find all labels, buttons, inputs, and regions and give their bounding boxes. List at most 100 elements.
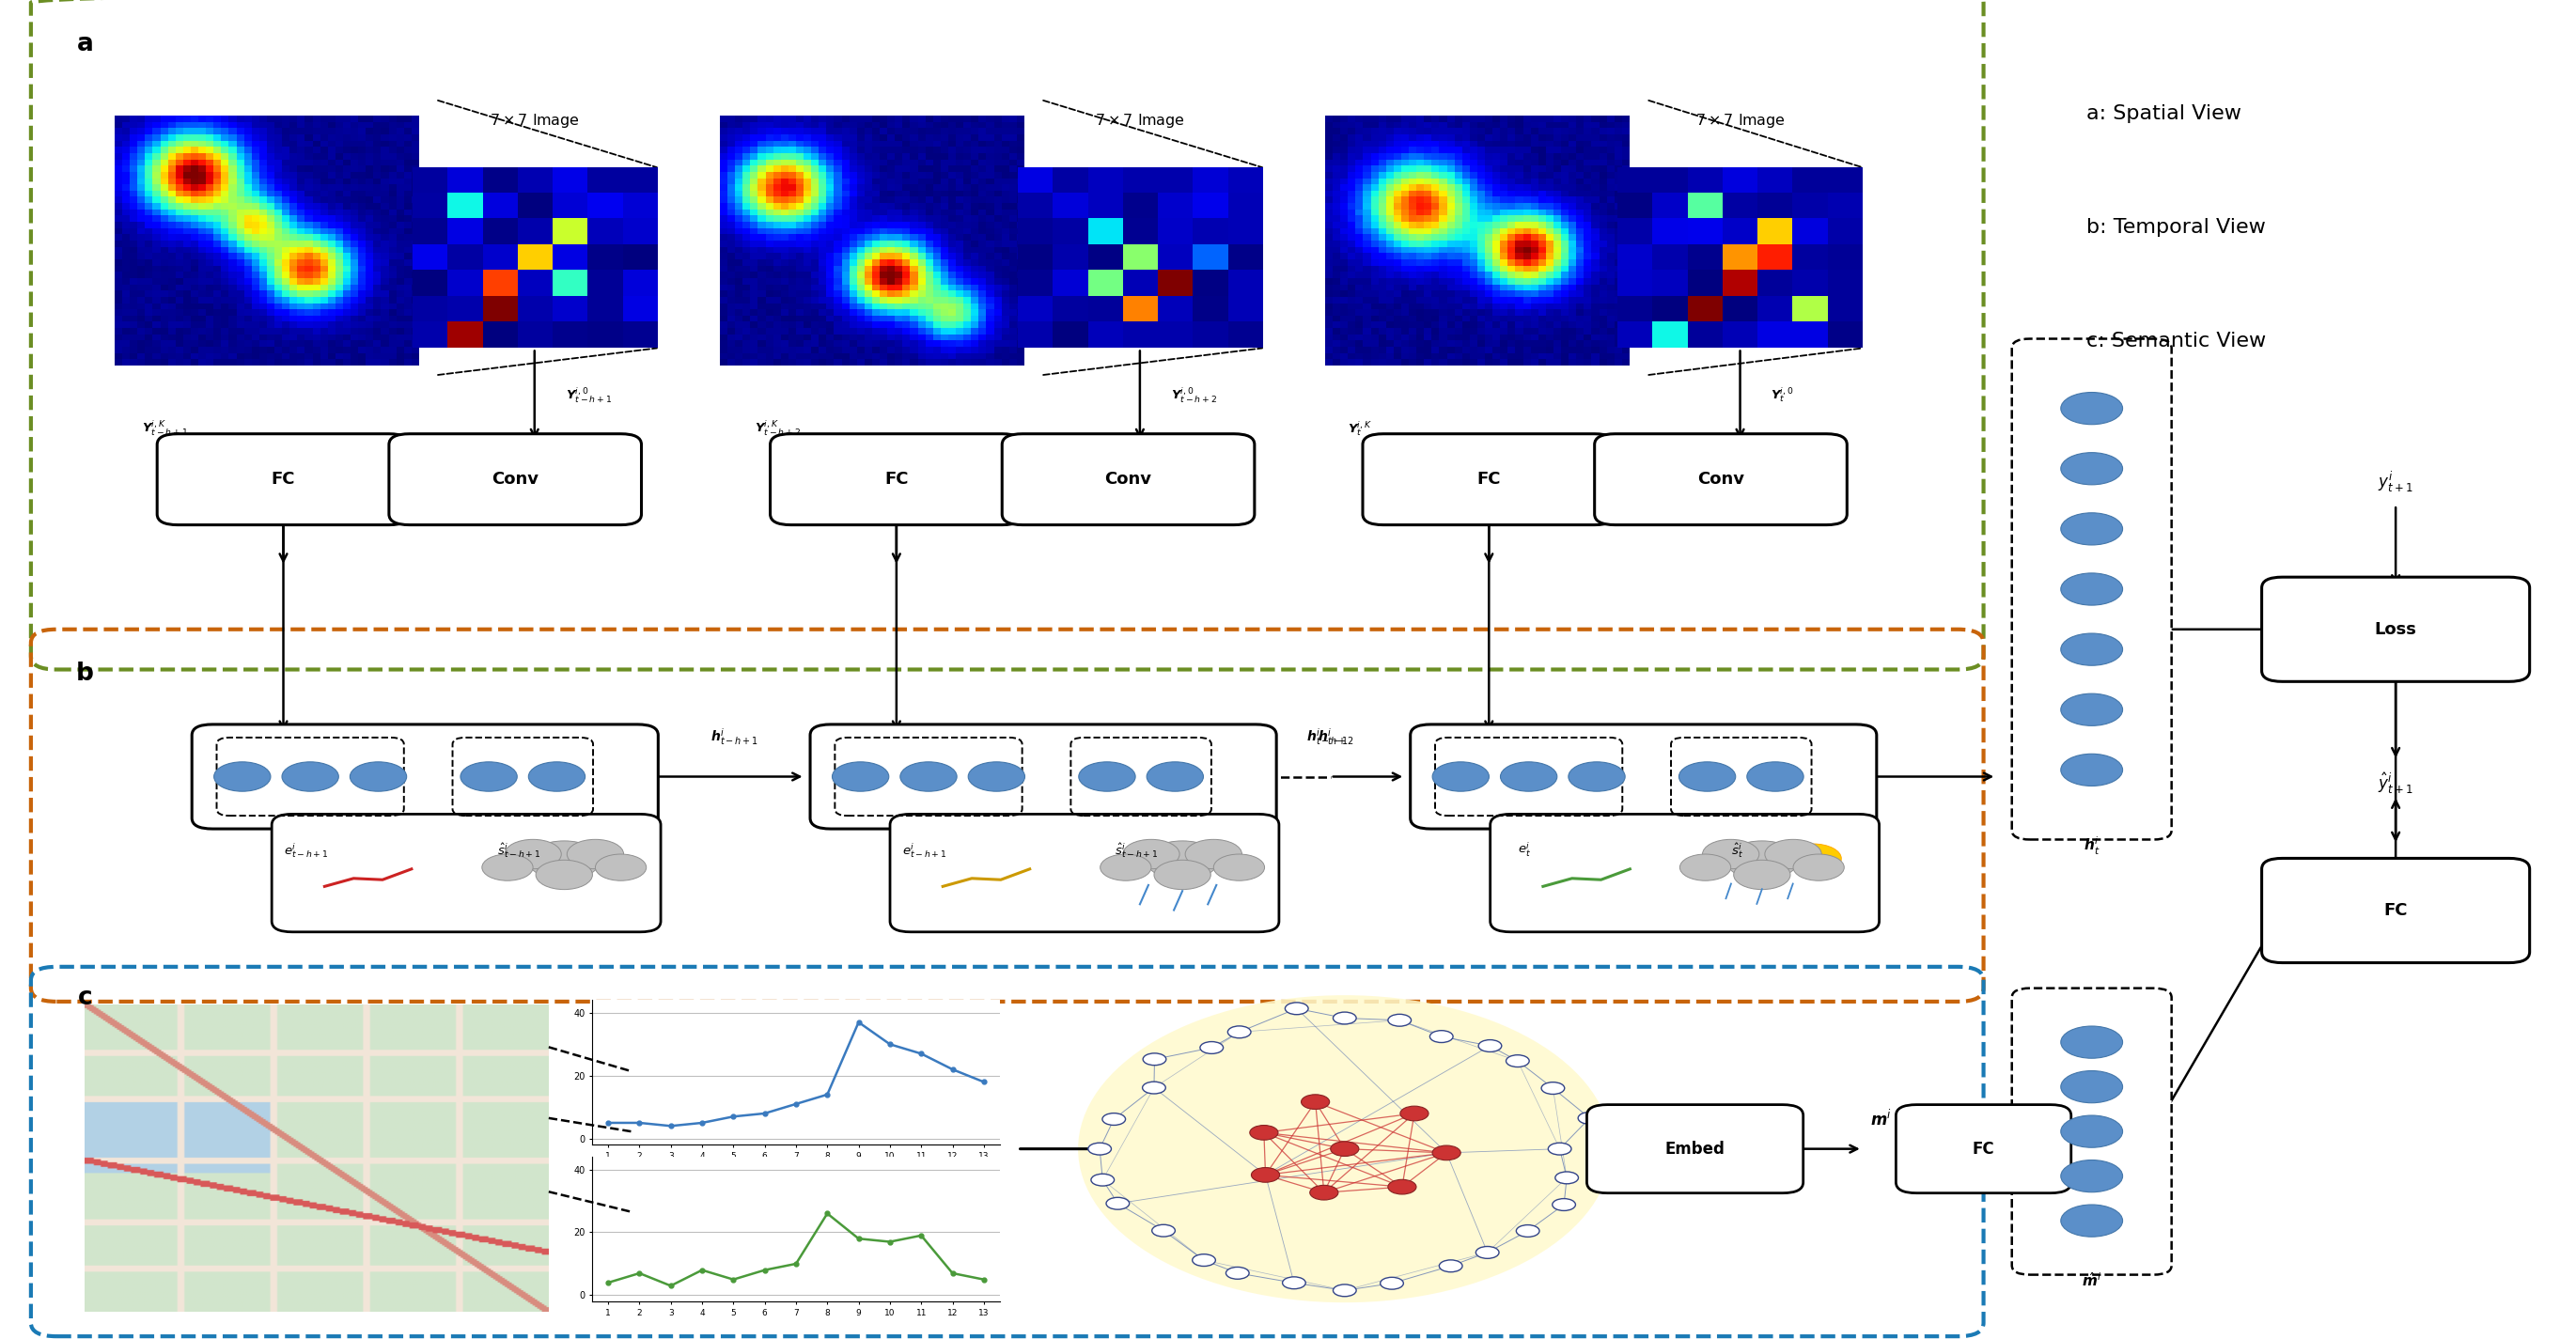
- FancyBboxPatch shape: [389, 434, 641, 525]
- Text: FC: FC: [1973, 1141, 1994, 1157]
- Circle shape: [1334, 1012, 1355, 1024]
- FancyBboxPatch shape: [809, 724, 1278, 829]
- FancyBboxPatch shape: [2262, 858, 2530, 963]
- Circle shape: [1499, 762, 1556, 791]
- Text: $7 \times 7$ Image: $7 \times 7$ Image: [489, 111, 580, 130]
- Text: $\boldsymbol{Y}^{i,0}_{t-h+1}$: $\boldsymbol{Y}^{i,0}_{t-h+1}$: [567, 386, 611, 404]
- Circle shape: [461, 762, 518, 791]
- Circle shape: [1680, 762, 1736, 791]
- Circle shape: [832, 762, 889, 791]
- Circle shape: [1146, 762, 1203, 791]
- Circle shape: [1553, 1198, 1577, 1210]
- Circle shape: [1680, 854, 1731, 881]
- Circle shape: [1381, 1277, 1404, 1289]
- Circle shape: [1200, 1042, 1224, 1054]
- Text: a: Spatial View: a: Spatial View: [2087, 104, 2241, 123]
- Circle shape: [1388, 1180, 1417, 1194]
- Text: $7 \times 7$ Image: $7 \times 7$ Image: [1695, 111, 1785, 130]
- Circle shape: [1332, 1141, 1360, 1157]
- Circle shape: [2061, 1071, 2123, 1103]
- Circle shape: [1283, 1277, 1306, 1289]
- FancyBboxPatch shape: [1002, 434, 1255, 525]
- Text: Conv: Conv: [1105, 471, 1151, 487]
- Text: $\hat{s}^i_{t}$: $\hat{s}^i_{t}$: [1731, 841, 1744, 860]
- Circle shape: [1401, 1106, 1430, 1121]
- Circle shape: [2061, 1026, 2123, 1058]
- FancyBboxPatch shape: [157, 434, 410, 525]
- Text: $\boldsymbol{Y}^{i,K}_{t}$: $\boldsymbol{Y}^{i,K}_{t}$: [1347, 419, 1370, 438]
- Circle shape: [899, 762, 956, 791]
- Circle shape: [2061, 573, 2123, 605]
- Circle shape: [969, 762, 1025, 791]
- Text: c: Semantic View: c: Semantic View: [2087, 332, 2267, 351]
- Text: $\hat{y}^i_{t+1}$: $\hat{y}^i_{t+1}$: [2378, 771, 2414, 795]
- Circle shape: [2061, 1205, 2123, 1237]
- Circle shape: [1193, 1255, 1216, 1267]
- Circle shape: [1249, 1125, 1278, 1139]
- Circle shape: [1747, 762, 1803, 791]
- Text: $\boldsymbol{m}^i$: $\boldsymbol{m}^i$: [1870, 1110, 1891, 1129]
- Text: $\hat{s}^i_{t-h+1}$: $\hat{s}^i_{t-h+1}$: [497, 841, 541, 860]
- FancyBboxPatch shape: [891, 814, 1278, 932]
- Circle shape: [1579, 1113, 1602, 1125]
- Circle shape: [1517, 1225, 1540, 1237]
- Circle shape: [1105, 1197, 1128, 1209]
- Circle shape: [1123, 840, 1180, 869]
- Text: $\boldsymbol{Y}^{i,0}_{t-h+2}$: $\boldsymbol{Y}^{i,0}_{t-h+2}$: [1170, 386, 1216, 404]
- Circle shape: [1100, 854, 1151, 881]
- FancyBboxPatch shape: [1595, 434, 1847, 525]
- Text: $\boldsymbol{h}^i_{t-h+1}$: $\boldsymbol{h}^i_{t-h+1}$: [711, 727, 757, 747]
- Circle shape: [1252, 1168, 1280, 1182]
- Circle shape: [1440, 1260, 1463, 1272]
- Circle shape: [1765, 840, 1821, 869]
- Text: FC: FC: [2383, 902, 2409, 919]
- FancyBboxPatch shape: [1412, 724, 1875, 829]
- Circle shape: [1141, 1082, 1164, 1094]
- Circle shape: [1734, 860, 1790, 889]
- Circle shape: [482, 854, 533, 881]
- Circle shape: [1079, 762, 1136, 791]
- Circle shape: [1793, 854, 1844, 881]
- FancyBboxPatch shape: [2262, 577, 2530, 682]
- Circle shape: [1087, 1144, 1110, 1154]
- Text: $e^i_{t}$: $e^i_{t}$: [1517, 841, 1530, 860]
- Circle shape: [1309, 1185, 1337, 1200]
- Circle shape: [1556, 1172, 1579, 1184]
- Circle shape: [595, 854, 647, 881]
- Circle shape: [214, 762, 270, 791]
- Circle shape: [1476, 1247, 1499, 1259]
- Text: $\boldsymbol{Y}^{i,K}_{t-h+1}$: $\boldsymbol{Y}^{i,K}_{t-h+1}$: [142, 419, 188, 438]
- Text: FC: FC: [884, 471, 909, 487]
- FancyBboxPatch shape: [1363, 434, 1615, 525]
- Text: $\boldsymbol{h}^i_{t-1}$: $\boldsymbol{h}^i_{t-1}$: [1316, 727, 1350, 747]
- Circle shape: [1785, 844, 1842, 873]
- Circle shape: [1144, 1054, 1167, 1066]
- Text: $\boldsymbol{h}^i_t$: $\boldsymbol{h}^i_t$: [2084, 836, 2099, 857]
- Text: $\boldsymbol{Y}^{i,0}_{t}$: $\boldsymbol{Y}^{i,0}_{t}$: [1772, 386, 1793, 404]
- Text: $e^i_{t-h+1}$: $e^i_{t-h+1}$: [283, 841, 327, 860]
- Text: $\hat{s}^i_{t-h+1}$: $\hat{s}^i_{t-h+1}$: [1115, 841, 1159, 860]
- Circle shape: [1430, 1031, 1453, 1043]
- Text: $\boldsymbol{Y}^{i,K}_{t-h+2}$: $\boldsymbol{Y}^{i,K}_{t-h+2}$: [755, 419, 801, 438]
- Circle shape: [1226, 1267, 1249, 1279]
- Circle shape: [1334, 1284, 1355, 1296]
- Circle shape: [2061, 1115, 2123, 1148]
- FancyBboxPatch shape: [770, 434, 1023, 525]
- Text: FC: FC: [1476, 471, 1502, 487]
- Circle shape: [2061, 754, 2123, 786]
- Circle shape: [1092, 1174, 1115, 1186]
- Circle shape: [1103, 1113, 1126, 1125]
- Circle shape: [1432, 762, 1489, 791]
- Circle shape: [528, 841, 600, 880]
- Circle shape: [2061, 392, 2123, 424]
- Circle shape: [1146, 841, 1218, 880]
- Text: Conv: Conv: [1698, 471, 1744, 487]
- Text: $e^i_{t-h+1}$: $e^i_{t-h+1}$: [902, 841, 945, 860]
- Circle shape: [1726, 841, 1798, 880]
- Circle shape: [1432, 1145, 1461, 1160]
- Text: FC: FC: [270, 471, 296, 487]
- FancyBboxPatch shape: [1587, 1105, 1803, 1193]
- Text: b: Temporal View: b: Temporal View: [2087, 218, 2267, 237]
- Text: Conv: Conv: [492, 471, 538, 487]
- Circle shape: [1548, 1144, 1571, 1154]
